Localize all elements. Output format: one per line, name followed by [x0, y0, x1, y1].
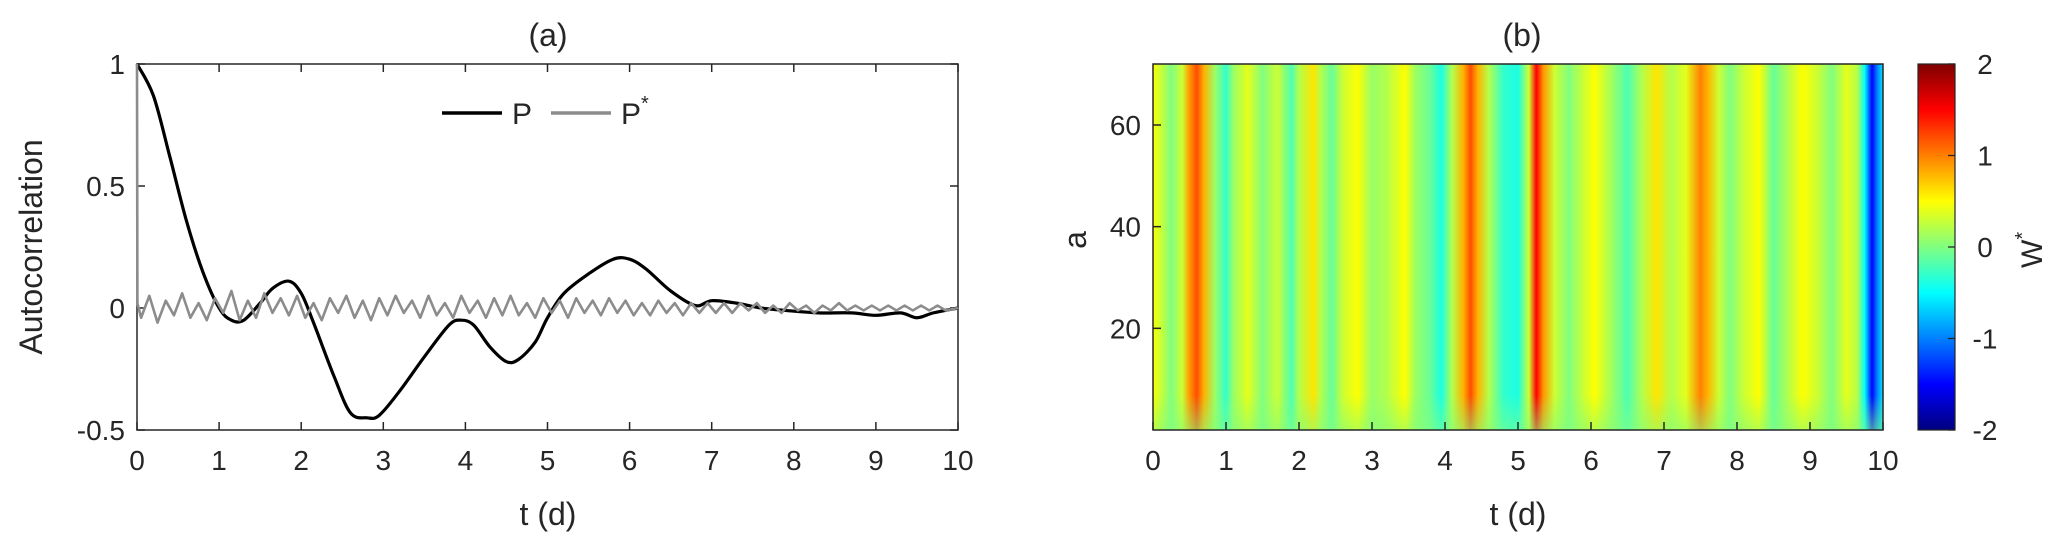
panel-a-x-tick-labels: 0 1 2 3 4 5 6 7 8 9 10 [129, 445, 973, 476]
colorbar-label: W* [2012, 232, 2049, 268]
x-tick-label: 10 [942, 445, 973, 476]
x-tick-label: 6 [622, 445, 638, 476]
panel-a-axes-box [136, 63, 959, 431]
x-tick-label: 7 [1656, 445, 1672, 476]
x-tick-label: 5 [540, 445, 556, 476]
panel-b-title: (b) [1502, 17, 1541, 53]
panel-a-y-tick-labels: -0.5 0 0.5 1 [77, 49, 125, 446]
y-tick-label: 20 [1110, 313, 1141, 344]
panel-a-legend: P P* [442, 93, 649, 131]
y-tick-label: 0 [109, 293, 125, 324]
x-tick-label: 4 [458, 445, 474, 476]
x-tick-label: 2 [1291, 445, 1307, 476]
panel-a-title: (a) [528, 17, 567, 53]
x-tick-label: 3 [1364, 445, 1380, 476]
panel-b-ylabel: a [1057, 231, 1093, 249]
x-tick-label: 8 [786, 445, 802, 476]
x-tick-label: 1 [211, 445, 227, 476]
y-tick-label: 60 [1110, 110, 1141, 141]
y-tick-label: -0.5 [77, 415, 125, 446]
autocorrelation-panel: (a) 0 1 2 3 4 5 6 7 8 9 10 -0.500.51 t (d) Autocor… [13, 17, 974, 532]
heatmap-image [1153, 64, 1883, 430]
legend-label-p: P [512, 98, 532, 131]
x-tick-label: 9 [1802, 445, 1818, 476]
x-tick-label: 0 [129, 445, 145, 476]
colorbar-tick-label: 0 [1977, 232, 1993, 263]
x-tick-label: 1 [1218, 445, 1234, 476]
y-tick-label: 40 [1110, 212, 1141, 243]
x-tick-label: 3 [376, 445, 392, 476]
x-tick-label: 10 [1867, 445, 1898, 476]
panel-a-ylabel: Autocorrelation [13, 139, 49, 354]
panel-b-xlabel: t (d) [1490, 496, 1547, 532]
y-tick-label: 1 [109, 49, 125, 80]
panel-a-xlabel: t (d) [520, 496, 577, 532]
x-tick-label: 7 [704, 445, 720, 476]
x-tick-label: 5 [1510, 445, 1526, 476]
legend-label-p-star: P* [621, 93, 649, 131]
x-tick-label: 6 [1583, 445, 1599, 476]
panel-b-x-tick-labels: 0 1 2 3 4 5 6 7 8 9 10 [1145, 445, 1898, 476]
x-tick-label: 0 [1145, 445, 1161, 476]
panel-b-y-tick-labels: 20 40 60 [1110, 110, 1141, 344]
panel-a-ticks [136, 63, 959, 431]
colorbar-tick-label: -1 [1973, 324, 1998, 355]
colorbar-tick-label: -2 [1973, 415, 1998, 446]
x-tick-label: 4 [1437, 445, 1453, 476]
colorbar: -2 -1 0 1 2 W* [1917, 49, 2049, 446]
x-tick-label: 9 [868, 445, 884, 476]
panel-a-series-lines [135, 63, 959, 421]
y-tick-label: 0.5 [86, 171, 125, 202]
x-tick-label: 8 [1729, 445, 1745, 476]
series-line-p-star [135, 63, 959, 324]
colorbar-tick-label: 1 [1977, 141, 1993, 172]
colorbar-tick-label: 2 [1977, 49, 1993, 80]
x-tick-label: 2 [293, 445, 309, 476]
colorbar-ticks: -2 -1 0 1 2 [1948, 49, 1997, 446]
panel-b-ticks [1152, 124, 1884, 430]
